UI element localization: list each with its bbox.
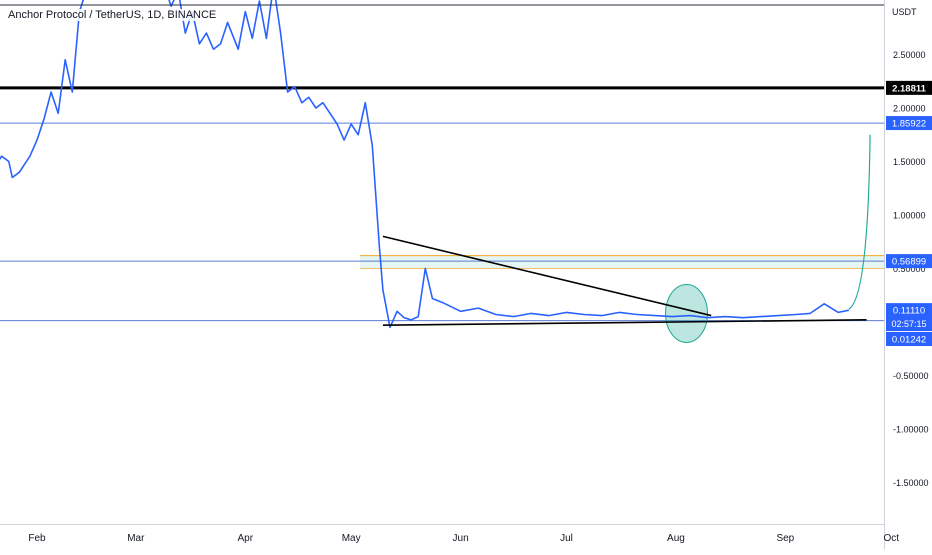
y-tick-label: 1.50000 [893, 157, 926, 167]
plot-area[interactable] [0, 0, 884, 343]
y-tick-label: 0.50000 [893, 264, 926, 274]
x-tick-label: Jun [453, 533, 469, 544]
y-tick-label: -1.50000 [893, 478, 929, 488]
price-badge-1 [886, 116, 932, 131]
highlight-ellipse[interactable] [665, 283, 709, 343]
y-tick-label: 2.50000 [893, 50, 926, 60]
price-badge-4 [886, 332, 932, 346]
price-badge-text: 0.01242 [892, 335, 926, 346]
x-tick-label: Sep [776, 533, 794, 544]
unit-label: USDT [892, 7, 917, 17]
x-tick-label: Apr [237, 533, 253, 544]
x-tick-label: Feb [28, 533, 46, 544]
x-tick-label: Oct [883, 533, 899, 544]
y-tick-label: 2.00000 [893, 104, 926, 114]
y-tick-label: 1.00000 [893, 211, 926, 221]
x-tick-label: Mar [127, 533, 145, 544]
price-line[interactable] [0, 0, 850, 329]
x-tick-label: Aug [667, 533, 685, 544]
symbol-title: Anchor Protocol / TetherUS, 1D, BINANCE [6, 9, 219, 21]
y-tick-label: -0.50000 [893, 371, 929, 381]
x-tick-label: May [342, 533, 361, 544]
price-band[interactable] [360, 255, 884, 269]
price-badge-0 [886, 80, 932, 95]
trendline-0[interactable] [382, 235, 712, 317]
projection-curve[interactable] [848, 134, 871, 310]
price-badge-text: 1.85922 [892, 119, 926, 130]
price-badge-text: 2.18811 [892, 83, 927, 94]
price-badge-2 [886, 254, 932, 269]
countdown-text: 02:57:15 [891, 319, 926, 329]
price-badge-text: 0.56899 [892, 257, 926, 268]
y-tick-label: -1.00000 [893, 425, 929, 435]
x-tick-label: Jul [560, 533, 573, 544]
price-badge-3 [886, 303, 932, 332]
trendline-1[interactable] [382, 319, 867, 327]
price-badge-text: 0.11110 [893, 306, 925, 317]
